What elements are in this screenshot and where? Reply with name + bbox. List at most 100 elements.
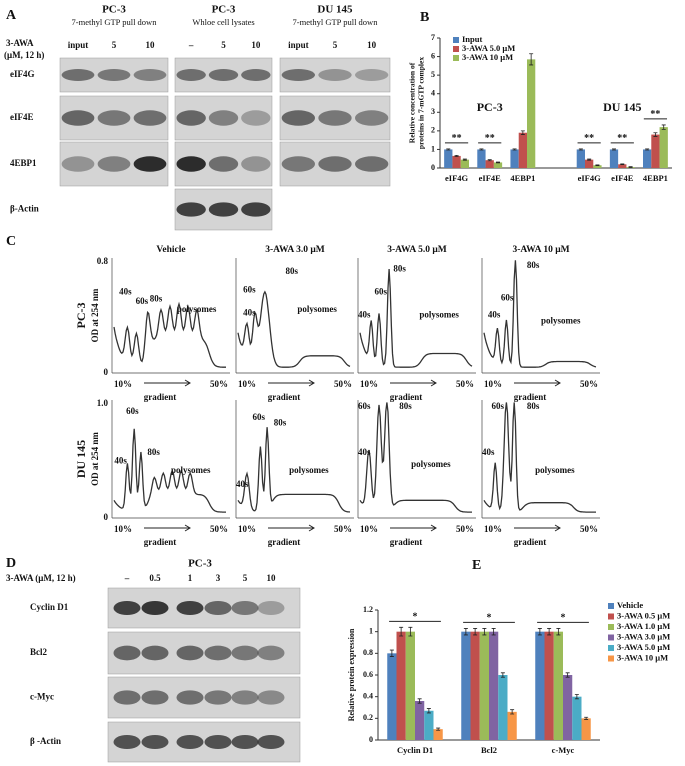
label: 3-AWA (6, 38, 34, 48)
blot-band (231, 690, 259, 705)
error-bar (584, 716, 589, 720)
x-tick-label: 50% (334, 524, 352, 534)
label: DU 145 (74, 440, 88, 478)
blot-band (97, 110, 131, 126)
x-tick-label: 10% (360, 524, 378, 534)
x-tick-label: 50% (334, 379, 352, 389)
bar (618, 164, 627, 168)
y-tick-label: 0.4 (363, 691, 373, 700)
blot-band (257, 645, 285, 661)
peak-label: 60s (358, 401, 371, 411)
blot-band (133, 156, 167, 172)
bar (518, 132, 527, 168)
error-bar (482, 628, 487, 636)
blot-band (133, 110, 167, 126)
peak-label: 40s (243, 307, 256, 317)
x-axis-label: gradient (514, 537, 547, 547)
y-tick-label: 1.2 (363, 605, 373, 614)
label: input (68, 40, 89, 50)
label: β-Actin (10, 204, 39, 214)
blot-band (257, 690, 285, 705)
bar (651, 134, 660, 168)
blot-band (176, 156, 206, 172)
error-bar (628, 166, 633, 168)
profile-trace (113, 301, 226, 368)
x-tick-label: Cyclin D1 (397, 745, 433, 755)
label: 0.5 (149, 573, 161, 583)
blot-band (97, 69, 131, 81)
arrow (514, 379, 561, 387)
x-tick-label: 10% (484, 379, 502, 389)
bar (572, 696, 582, 740)
peak-label: polysomes (411, 459, 451, 469)
error-bar (436, 727, 441, 731)
significance: * (561, 613, 566, 624)
peak-label: polysomes (419, 310, 459, 320)
blot-band (231, 735, 259, 749)
label: eIF4E (10, 112, 34, 122)
profile-trace (483, 260, 597, 368)
peak-label: 60s (501, 292, 514, 302)
legend-swatch (453, 37, 459, 43)
label: 3-AWA 3.0 μM (265, 245, 325, 255)
label: input (288, 40, 309, 50)
y-tick-label: 6 (431, 51, 435, 60)
blot-band (61, 110, 95, 126)
error-bar (417, 698, 422, 704)
profile-trace (237, 290, 351, 368)
error-bar (463, 628, 468, 636)
x-tick-label: 10% (484, 524, 502, 534)
peak-label: polysomes (541, 315, 581, 325)
blot-band (241, 202, 271, 217)
group-label: DU 145 (603, 100, 641, 114)
error-bar (446, 148, 451, 151)
blot-band (204, 601, 232, 615)
error-bar (389, 649, 394, 657)
y-tick-label: 0 (104, 512, 109, 522)
legend-swatch (608, 624, 614, 630)
peak-label: 40s (358, 447, 371, 457)
blot-band (176, 690, 204, 705)
blot-band (281, 156, 316, 172)
error-bar (556, 628, 561, 636)
panel-letter: A (6, 8, 17, 23)
blot-band (318, 110, 352, 126)
label: (μM, 12 h) (4, 50, 44, 60)
label: 10 (267, 573, 277, 583)
label: 1 (188, 573, 193, 583)
blot-band (355, 69, 389, 81)
bar (581, 718, 591, 740)
y-axis-label: Relative protein expression (347, 628, 356, 721)
blot-band (208, 156, 239, 172)
y-axis-label: OD at 254 nm (90, 288, 100, 342)
x-tick-label: Bcl2 (481, 745, 497, 755)
significance: ** (485, 133, 495, 144)
error-bar (620, 163, 625, 166)
label: 3-AWA (μM, 12 h) (6, 573, 76, 583)
significance: ** (617, 133, 627, 144)
error-bar (512, 148, 517, 151)
label: c-Myc (30, 692, 54, 702)
y-tick-label: 0.2 (363, 713, 373, 722)
legend-swatch (608, 613, 614, 620)
peak-label: 80s (147, 447, 160, 457)
peak-label: 60s (136, 296, 149, 306)
label: 5 (112, 40, 117, 50)
bar (396, 631, 406, 740)
peak-label: 80s (150, 293, 163, 303)
blot-band (113, 690, 141, 705)
bar (507, 711, 517, 740)
bar (659, 127, 668, 168)
x-tick-label: eIF4G (578, 173, 602, 183)
peak-label: 40s (358, 310, 371, 320)
label: 7-methyl GTP pull down (72, 17, 158, 27)
arrow (514, 524, 561, 532)
x-axis-label: gradient (514, 392, 547, 402)
error-bar (479, 148, 484, 151)
y-tick-label: 1 (369, 626, 373, 635)
x-axis-label: gradient (268, 537, 301, 547)
blot-band (141, 735, 169, 749)
blot-band (355, 156, 389, 172)
label: 10 (146, 40, 156, 50)
significance: * (487, 613, 492, 624)
